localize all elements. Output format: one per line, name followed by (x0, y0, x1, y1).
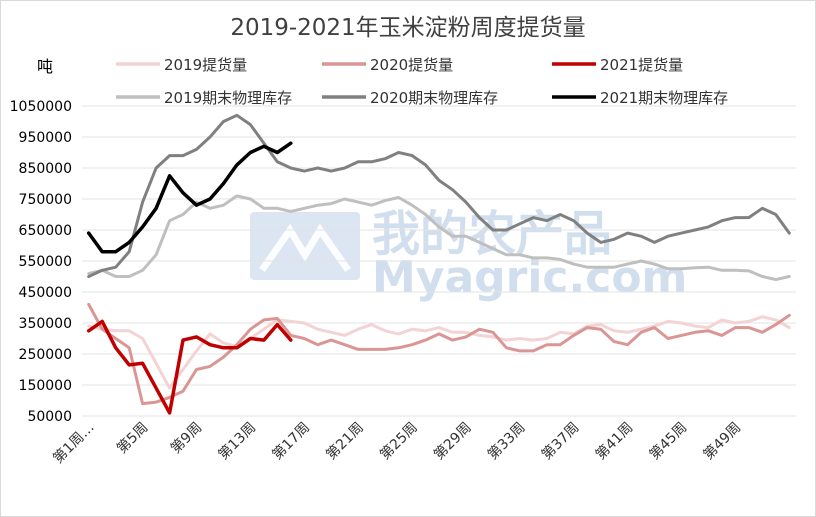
legend-label: 2021期末物理库存 (600, 89, 728, 107)
x-tick-label: 第33周 (484, 419, 528, 463)
watermark-logo-mark (259, 223, 351, 273)
legend-label: 2019提货量 (164, 56, 247, 74)
series-line-0 (87, 315, 791, 390)
y-tick-label: 850000 (19, 161, 72, 177)
x-tick-label: 第25周 (376, 419, 420, 463)
y-tick-label: 650000 (19, 223, 72, 239)
x-axis: 第1周… 第5周 第9周 第13周 第17周 第21周 第25周 第29周 第33周 第37周 第4… (50, 419, 745, 467)
y-tick-label: 350000 (19, 316, 72, 332)
y-tick-label: 250000 (19, 347, 72, 363)
y-axis: 50000 150000 250000 350000 450000 550000 65000… (10, 99, 72, 425)
x-tick-label: 第1周… (50, 419, 98, 467)
y-tick-label: 150000 (19, 378, 72, 394)
y-tick-label: 950000 (19, 130, 72, 146)
legend-label: 2020提货量 (370, 56, 453, 74)
x-tick-label: 第9周 (167, 419, 205, 457)
series-line-1 (87, 302, 791, 406)
series-line-4 (87, 113, 791, 278)
legend-label: 2021提货量 (600, 56, 683, 74)
x-tick-label: 第13周 (215, 419, 259, 463)
series-lines (86, 113, 791, 415)
x-tick-label: 第49周 (700, 419, 744, 463)
watermark-text-en: Myagric.com (372, 252, 687, 303)
y-tick-label: 50000 (27, 409, 72, 425)
y-tick-label: 450000 (19, 285, 72, 301)
y-tick-label: 550000 (19, 254, 72, 270)
watermark-text-cn: 我的农产品 (372, 206, 612, 262)
y-tick-label: 750000 (19, 192, 72, 208)
x-tick-label: 第41周 (592, 419, 636, 463)
series-line-3 (87, 194, 791, 282)
x-tick-label: 第17周 (269, 419, 313, 463)
chart-title: 2019-2021年玉米淀粉周度提货量 (230, 15, 585, 41)
x-tick-label: 第37周 (538, 419, 582, 463)
x-tick-label: 第45周 (646, 419, 690, 463)
watermark-logo-icon (250, 212, 360, 280)
legend: 2019提货量 2020提货量 2021提货量 2019期末物理库存 2020期末物理库… (116, 56, 728, 107)
unit-label: 吨 (37, 57, 53, 76)
watermark: 我的农产品 Myagric.com (250, 206, 687, 303)
series-line-5 (86, 141, 293, 254)
x-tick-label: 第21周 (323, 419, 367, 463)
series-line-2 (86, 319, 293, 415)
legend-label: 2019期末物理库存 (164, 89, 292, 107)
legend-label: 2020期末物理库存 (370, 89, 498, 107)
x-tick-label: 第29周 (430, 419, 474, 463)
y-tick-label: 1050000 (10, 99, 72, 115)
x-tick-label: 第5周 (113, 419, 151, 457)
gridlines (82, 105, 796, 417)
